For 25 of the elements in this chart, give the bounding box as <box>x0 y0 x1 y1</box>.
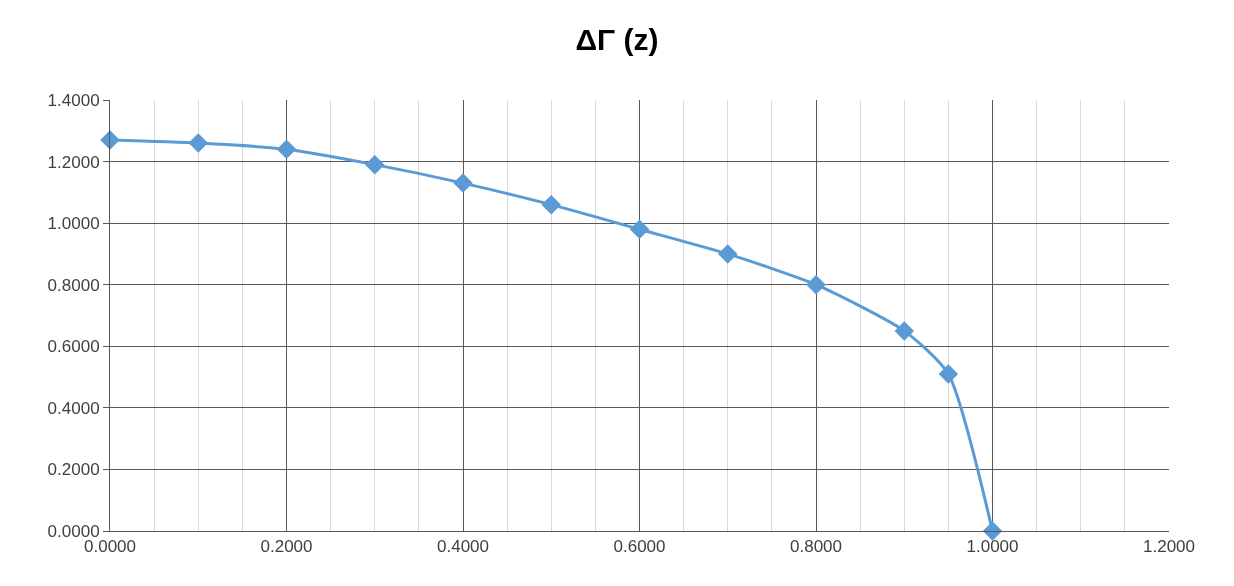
x-tick-label: 1.0000 <box>966 537 1019 557</box>
point <box>541 194 561 215</box>
x-tick-label: 0.6000 <box>613 537 666 557</box>
y-tick-label: 1.4000 <box>47 90 100 110</box>
y-tick-label: 1.0000 <box>47 214 100 234</box>
y-tick-label: 0.4000 <box>47 398 100 418</box>
chart-title: ΔΓ (z) <box>575 23 659 57</box>
point <box>453 173 473 193</box>
y-tick-label: 0.2000 <box>47 460 100 480</box>
x-tick-label: 0.2000 <box>260 537 313 557</box>
x-tick-label: 0.4000 <box>437 537 489 557</box>
point <box>276 139 297 160</box>
point <box>365 154 385 175</box>
x-tick-label: 1.2000 <box>1143 537 1195 557</box>
point <box>188 133 208 153</box>
y-tick-label: 0.6000 <box>47 337 100 357</box>
point <box>938 364 959 384</box>
point <box>718 244 738 264</box>
y-tick-label: 1.2000 <box>47 152 100 172</box>
point <box>806 274 826 295</box>
y-tick-label: 0.8000 <box>47 275 100 295</box>
point <box>629 219 650 240</box>
point <box>894 321 914 341</box>
x-tick-label: 0.8000 <box>790 537 842 557</box>
point <box>982 521 1003 541</box>
